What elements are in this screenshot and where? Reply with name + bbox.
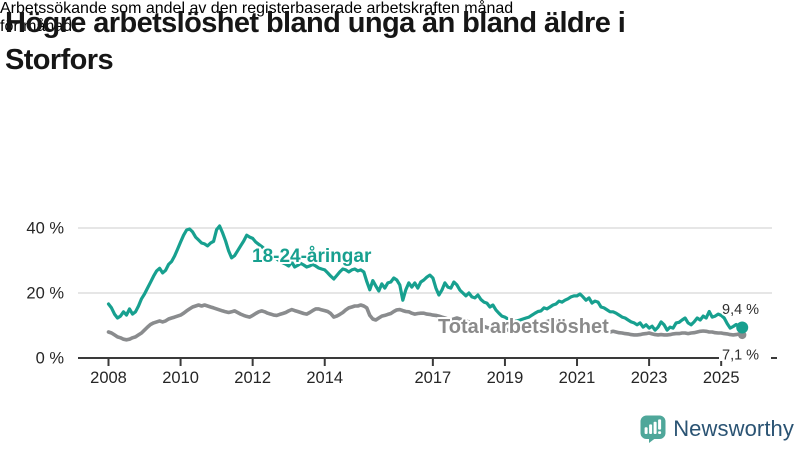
x-tick-label: 2010 (162, 369, 199, 387)
newsworthy-logo-text: Newsworthy (673, 416, 794, 441)
newsworthy-logo-icon (640, 415, 666, 443)
chart-subtitle-line-1: Arbetssökande som andel av den registerb… (0, 0, 514, 17)
y-axis-label: 0 % (36, 350, 65, 368)
x-tick-label: 2019 (487, 369, 524, 387)
y-axis-label: 20 % (26, 285, 64, 303)
x-tick-label: 2023 (631, 369, 668, 387)
y-axis-labels: 0 % 20 % 40 % (26, 220, 64, 368)
end-dot-young (736, 321, 749, 334)
series-lines (106, 224, 745, 342)
series-line-total (106, 303, 745, 342)
x-tick-label: 2021 (559, 369, 596, 387)
y-axis-label: 40 % (26, 220, 64, 238)
series-label-total: Total arbetslöshet (438, 316, 609, 338)
x-axis: 2008 2010 2012 2014 2017 2019 2021 2023 2025 (78, 357, 777, 387)
x-tick-label: 2008 (90, 369, 127, 387)
newsworthy-branding: Newsworthy (640, 413, 794, 445)
end-value-label-backdrop (719, 347, 771, 361)
series-line-young (106, 224, 744, 332)
end-value-label-young: 9,4 % (722, 302, 759, 318)
x-tick-label: 2012 (234, 369, 271, 387)
chart-header: Högre arbetslöshet bland unga än bland ä… (0, 0, 800, 76)
end-value-label-total: 7,1 % (722, 348, 759, 364)
x-tick-label: 2014 (306, 369, 343, 387)
chart-title-line-2: Storfors (5, 44, 114, 76)
x-tick-label: 2017 (415, 369, 452, 387)
chart-subtitle-line-2: för månad. (0, 18, 77, 35)
unemployment-line-chart: 2008 2010 2012 2014 2017 2019 2021 2023 2025 0 % 2… (26, 220, 777, 387)
x-tick-label: 2025 (703, 369, 740, 387)
grid-lines (78, 227, 772, 294)
series-label-young: 18-24-åringar (252, 246, 372, 267)
chart-title: Högre arbetslöshet bland unga än bland ä… (5, 5, 797, 79)
chart-title-line-1: Högre arbetslöshet bland unga än bland ä… (5, 7, 626, 39)
